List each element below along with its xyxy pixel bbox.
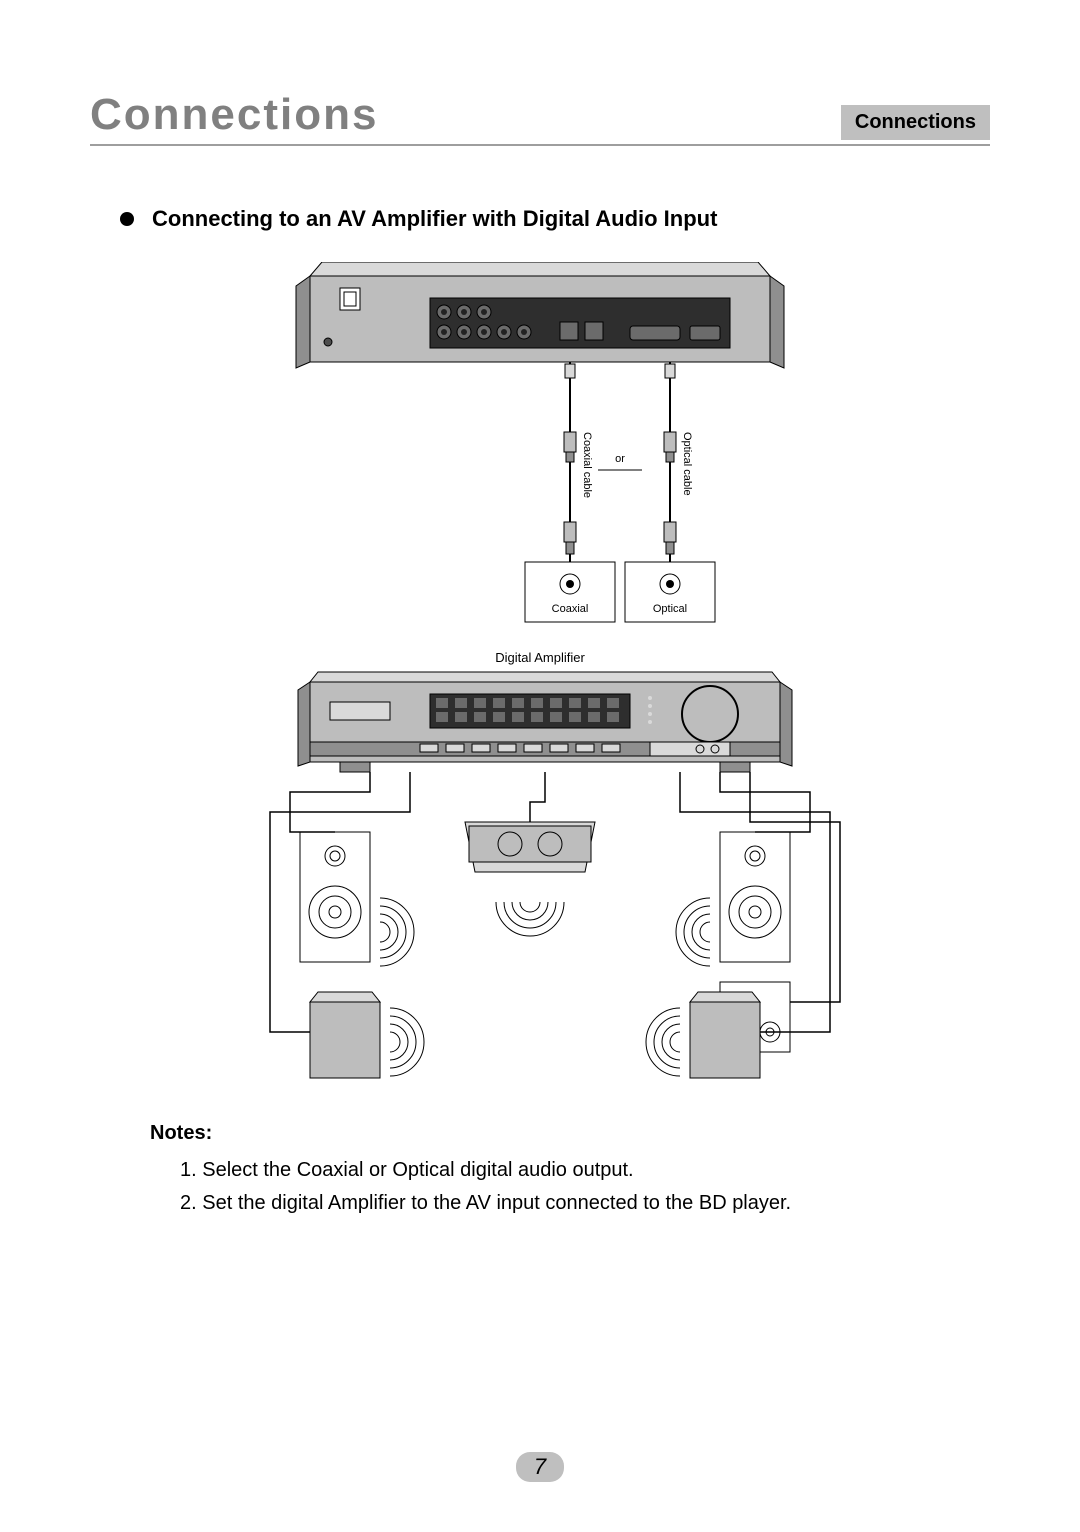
svg-text:Optical cable: Optical cable — [681, 432, 693, 496]
page-title: Connections — [90, 90, 378, 140]
page-number-wrap: 7 — [0, 1452, 1080, 1482]
svg-text:Optical: Optical — [653, 603, 687, 615]
subheading-row: Connecting to an AV Amplifier with Digit… — [120, 206, 990, 232]
notes-block: Notes: 1. Select the Coaxial or Optical … — [150, 1122, 990, 1215]
page-number: 7 — [516, 1452, 564, 1482]
notes-heading: Notes: — [150, 1122, 990, 1145]
svg-text:Coaxial cable: Coaxial cable — [581, 432, 593, 498]
header-row: Connections Connections — [90, 90, 990, 146]
note-item: 1. Select the Coaxial or Optical digital… — [180, 1159, 990, 1182]
svg-text:or: or — [615, 453, 625, 465]
section-tab: Connections — [841, 105, 990, 140]
connection-diagram: Coaxial cable Optical cable or Coaxial Optic… — [230, 262, 850, 1082]
bullet-icon — [120, 212, 134, 226]
subheading: Connecting to an AV Amplifier with Digit… — [152, 206, 717, 232]
svg-text:Coaxial: Coaxial — [552, 603, 589, 615]
svg-text:Digital Amplifier: Digital Amplifier — [495, 650, 585, 665]
note-item: 2. Set the digital Amplifier to the AV i… — [180, 1192, 990, 1215]
